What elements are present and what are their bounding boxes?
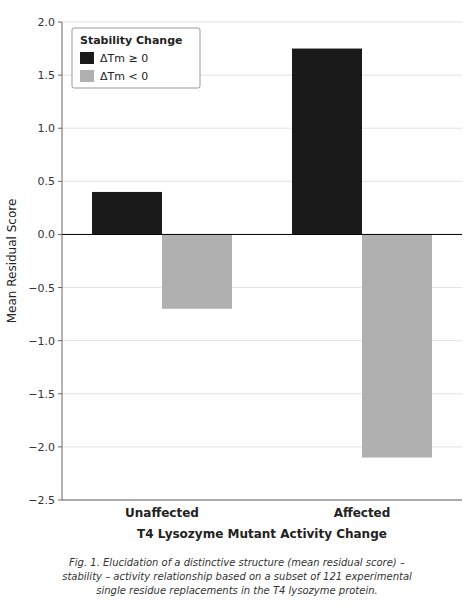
legend-title: Stability Change	[80, 34, 183, 47]
grid-line	[62, 500, 462, 501]
legend-swatch	[80, 70, 94, 82]
bar	[362, 234, 432, 457]
y-tick	[58, 393, 62, 394]
y-tick-label: −2.0	[28, 441, 55, 454]
chart: −2.5 −2.0 −1.5 −1.0 −0.5 0.0 0.5 1.0 1.5 2.0 Unaff…	[0, 0, 474, 613]
y-tick-label: −2.5	[28, 494, 55, 507]
caption-line: single residue replacements in the T4 ly…	[96, 585, 378, 596]
y-tick-label: −1.0	[28, 335, 55, 348]
y-axis-line	[62, 22, 63, 500]
legend: Stability Change ΔTm ≥ 0 ΔTm < 0	[72, 28, 200, 88]
x-axis-label: T4 Lysozyme Mutant Activity Change	[137, 527, 387, 541]
background	[0, 0, 474, 613]
legend-box	[72, 28, 200, 88]
bars	[92, 49, 432, 458]
y-tick	[58, 500, 62, 501]
bar	[162, 234, 232, 308]
y-tick	[58, 234, 62, 235]
legend-entry: ΔTm ≥ 0	[100, 52, 148, 65]
y-tick-label: 0.0	[38, 228, 56, 241]
legend-swatch	[80, 52, 94, 64]
y-tick	[58, 22, 62, 23]
grid-line	[62, 181, 462, 182]
y-tick-label: 0.5	[38, 175, 56, 188]
baseline	[62, 234, 462, 235]
x-axis-line	[62, 500, 462, 501]
grid-line	[62, 22, 462, 23]
caption-line: Fig. 1. Elucidation of a distinctive str…	[69, 557, 405, 568]
y-tick	[58, 340, 62, 341]
y-tick-label: 2.0	[38, 16, 56, 29]
y-tick	[58, 446, 62, 447]
y-tick	[58, 75, 62, 76]
y-tick	[58, 181, 62, 182]
y-tick-label: −1.5	[28, 388, 55, 401]
x-tick-label: Unaffected	[125, 506, 199, 520]
legend-entry: ΔTm < 0	[100, 70, 148, 83]
y-tick-label: −0.5	[28, 282, 55, 295]
chart-container: −2.5 −2.0 −1.5 −1.0 −0.5 0.0 0.5 1.0 1.5 2.0 Unaff…	[0, 0, 474, 613]
bar	[92, 192, 162, 234]
x-tick-label: Affected	[334, 506, 391, 520]
y-tick	[58, 287, 62, 288]
caption: Fig. 1. Elucidation of a distinctive str…	[62, 557, 412, 596]
y-tick-label: 1.5	[38, 69, 56, 82]
y-tick	[58, 128, 62, 129]
y-axis: −2.5 −2.0 −1.5 −1.0 −0.5 0.0 0.5 1.0 1.5 2.0	[28, 16, 462, 507]
caption-line: stability – activity relationship based …	[62, 571, 412, 582]
bar	[292, 49, 362, 235]
y-tick-label: 1.0	[38, 122, 56, 135]
grid-line	[62, 128, 462, 129]
y-axis-label: Mean Residual Score	[5, 199, 19, 324]
grid-line	[62, 234, 462, 235]
